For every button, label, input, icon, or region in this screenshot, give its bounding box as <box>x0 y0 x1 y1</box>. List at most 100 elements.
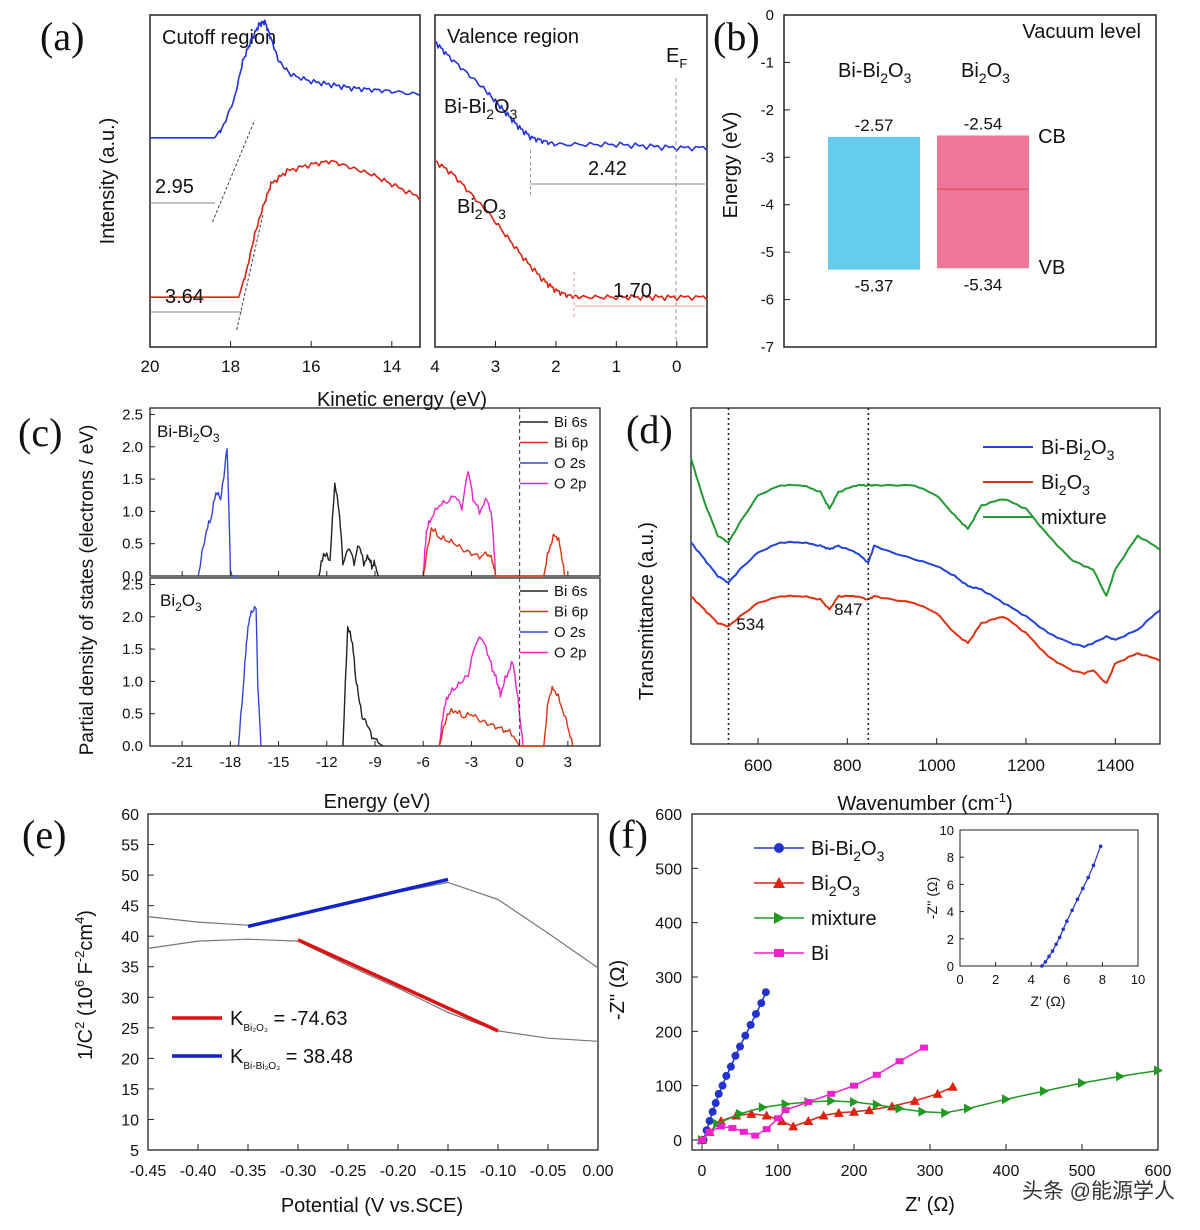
nyquist-y-tick-label: 100 <box>655 1079 682 1096</box>
nyquist-point <box>711 1099 720 1108</box>
inset-point <box>1040 964 1044 968</box>
nyquist-legend-label: mixture <box>811 908 877 930</box>
ms-fit-line <box>247 877 449 929</box>
inset-point <box>1061 927 1066 932</box>
ftir-legend-label: Bi-Bi2O3 <box>1041 437 1115 463</box>
inset-x-tick-label: 2 <box>992 972 999 987</box>
panel-b-tick-label: -1 <box>761 54 774 71</box>
nyquist-y-tick-label: 600 <box>655 807 682 824</box>
nyquist-point <box>895 1058 904 1065</box>
nyquist-point <box>872 1071 881 1078</box>
inset-point <box>1054 942 1058 947</box>
cutoff-tick-label: 16 <box>302 357 321 376</box>
ms-y-tick-label: 35 <box>121 960 139 977</box>
nyquist-plot <box>697 988 1163 1145</box>
ms-y-tick-label: 50 <box>121 868 139 885</box>
pdos-line <box>422 471 497 577</box>
panel-b: (b) Vacuum level 0 -1 -2 -3 -4 -5 -6 -7 -2.57 -5… <box>713 7 1157 356</box>
band-vb-value: -5.34 <box>964 275 1003 294</box>
nyquist-point <box>751 1132 760 1139</box>
inset-x-tick-label: 0 <box>956 972 963 987</box>
ms-legend-label: KBi₂O₃ = -74.63 <box>230 1008 347 1034</box>
panel-b-tick-label: 0 <box>766 7 774 24</box>
panel-a-ylabel: Intensity (a.u.) <box>97 118 119 245</box>
nyquist-legend-label: Bi-Bi2O3 <box>811 838 885 864</box>
valence-x-ticks: 4 3 2 1 0 <box>430 341 682 376</box>
band-vb-value: -5.37 <box>855 277 894 296</box>
cutoff-plot <box>150 19 421 331</box>
inset-point <box>1075 897 1080 902</box>
pdos-line <box>438 636 524 747</box>
valence-red-value: 1.70 <box>613 280 652 302</box>
band-cb-value: -2.54 <box>964 114 1003 133</box>
pdos-y-tick-label: 1.5 <box>122 641 143 658</box>
inset-x-tick-label: 8 <box>1099 972 1106 987</box>
ms-legend-label: KBi-Bi₂O₃ = 38.48 <box>230 1046 353 1072</box>
nyquist-point <box>774 1115 782 1122</box>
pdos-legend-label: O 2s <box>554 455 586 472</box>
ms-y-tick-label: 60 <box>121 807 139 824</box>
nyquist-x-tick-label: 600 <box>1145 1163 1172 1180</box>
nyquist-point <box>781 1099 791 1110</box>
panel-d-label: (d) <box>626 407 673 452</box>
ms-x-tick-label: -0.45 <box>130 1163 167 1180</box>
nyquist-x-tick-label: 200 <box>841 1163 868 1180</box>
ftir-x-tick-label: 1200 <box>1007 756 1045 775</box>
ms-y-tick-label: 55 <box>121 838 139 855</box>
pdos-y-tick-label: 1.0 <box>122 673 143 690</box>
pdos-line <box>438 685 574 747</box>
valence-tick-label: 3 <box>491 357 500 376</box>
panel-b-bands: -2.57 -5.37 Bi-Bi2O3 -2.54 -5.34 Bi2O3 <box>828 60 1029 296</box>
pdos-y-tick-label: 2.0 <box>122 439 143 456</box>
inset-ylabel: -Z'' (Ω) <box>924 877 940 919</box>
nyquist-y-tick-label: 200 <box>655 1024 682 1041</box>
nyquist-point <box>736 1108 745 1119</box>
nyquist-point <box>714 1089 723 1098</box>
nyquist-point <box>761 988 770 997</box>
valence-frame <box>434 14 708 348</box>
ms-x-tick-label: 0.00 <box>582 1163 613 1180</box>
inset-xlabel: Z' (Ω) <box>1031 993 1066 1009</box>
vb-label: VB <box>1039 257 1066 279</box>
nyquist-legend-label: Bi <box>811 943 829 965</box>
cutoff-title: Cutoff region <box>162 27 276 49</box>
nyquist-point <box>1116 1071 1125 1082</box>
panel-d-ylabel: Transmittance (a.u.) <box>636 522 658 700</box>
nyquist-point <box>705 1128 714 1135</box>
pdos-y-tick-label: 1.0 <box>122 503 143 520</box>
panel-a-xlabel: Kinetic energy (eV) <box>317 389 487 411</box>
panel-b-tick-label: -4 <box>761 197 774 214</box>
inset-point <box>1081 886 1085 891</box>
pdos-x-tick-label: 3 <box>564 754 572 771</box>
pdos-legend-label: O 2p <box>554 476 587 493</box>
nyquist-point <box>731 1051 740 1060</box>
inset-y-tick-label: 10 <box>940 823 954 838</box>
pdos-y-tick-label: 2.0 <box>122 609 143 626</box>
ms-x-tick-label: -0.25 <box>330 1163 367 1180</box>
panel-f-label: (f) <box>608 812 648 857</box>
pdos-legend-label: Bi 6s <box>554 414 587 431</box>
pdos-y-tick-label: 0.0 <box>122 738 143 755</box>
inset-y-tick-label: 4 <box>947 905 954 920</box>
pdos-top-plot <box>197 408 566 577</box>
ms-x-tick-label: -0.40 <box>180 1163 217 1180</box>
mott-schottky-plot <box>147 877 599 1042</box>
cutoff-series-line <box>150 159 421 299</box>
valence-series-line <box>434 160 708 302</box>
nyquist-point <box>895 1103 905 1114</box>
inset-point <box>1043 960 1048 964</box>
pdos-legend-label: O 2s <box>554 624 586 641</box>
cutoff-red-value: 3.64 <box>165 286 204 308</box>
panel-f: (f) 0 100 200 300 400 500 60001002003004005006… <box>607 807 1175 1216</box>
ftir-x-tick-label: 1400 <box>1096 756 1134 775</box>
pdos-bottom-title: Bi2O3 <box>160 591 202 614</box>
pdos-x-tick-label: -6 <box>417 754 430 771</box>
pdos-x-tick-label: -9 <box>368 754 381 771</box>
nyquist-point <box>746 1108 757 1118</box>
mott-schottky-legend: KBi₂O₃ = -74.63 KBi-Bi₂O₃ = 38.48 <box>172 1008 353 1072</box>
band-bar <box>937 135 1029 269</box>
ms-y-tick-label: 5 <box>130 1143 139 1160</box>
inset-point <box>1091 863 1096 868</box>
inset-x-tick-label: 6 <box>1063 972 1070 987</box>
